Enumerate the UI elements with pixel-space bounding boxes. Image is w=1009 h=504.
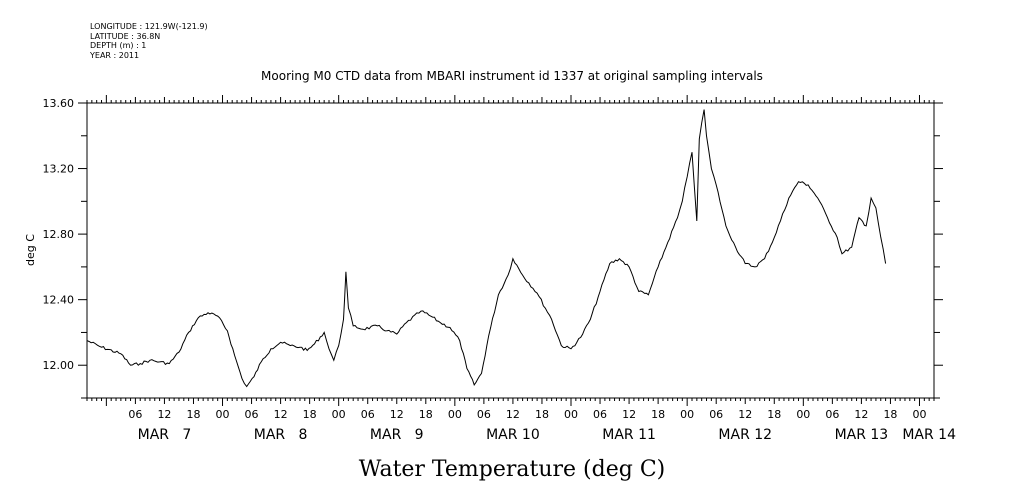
x-hour-label: 00 bbox=[796, 408, 810, 421]
x-hour-label: 18 bbox=[883, 408, 897, 421]
x-hour-label: 00 bbox=[680, 408, 694, 421]
axis-ticks bbox=[78, 95, 943, 406]
x-hour-label: 00 bbox=[332, 408, 346, 421]
temperature-series-line bbox=[86, 109, 887, 388]
metadata-block: LONGITUDE : 121.9W(-121.9) LATITUDE : 36… bbox=[90, 22, 208, 60]
x-hour-label: 00 bbox=[912, 408, 926, 421]
x-hour-label: 18 bbox=[419, 408, 433, 421]
chart-title: Mooring M0 CTD data from MBARI instrumen… bbox=[261, 69, 763, 83]
x-hour-label: 06 bbox=[709, 408, 723, 421]
x-hour-label: 12 bbox=[506, 408, 520, 421]
y-tick-label: 12.40 bbox=[43, 294, 75, 307]
latitude-text: LATITUDE : 36.8N bbox=[90, 31, 161, 41]
x-hour-label: 12 bbox=[854, 408, 868, 421]
x-hour-label: 00 bbox=[216, 408, 230, 421]
longitude-text: LONGITUDE : 121.9W(-121.9) bbox=[90, 22, 208, 31]
x-day-label: MAR 13 bbox=[835, 427, 889, 443]
x-hour-label: 06 bbox=[593, 408, 607, 421]
x-axis-title: Water Temperature (deg C) bbox=[359, 457, 666, 482]
x-hour-label: 18 bbox=[651, 408, 665, 421]
x-hour-label: 12 bbox=[738, 408, 752, 421]
x-hour-label: 06 bbox=[825, 408, 839, 421]
x-day-label: MAR 11 bbox=[602, 427, 656, 443]
x-hour-label: 18 bbox=[535, 408, 549, 421]
y-tick-labels: 12.00 12.40 12.80 13.20 13.60 bbox=[43, 97, 75, 372]
x-day-label: MAR 10 bbox=[486, 427, 540, 443]
year-text: YEAR : 2011 bbox=[90, 50, 140, 60]
x-day-label: MAR 7 bbox=[138, 427, 192, 443]
x-hour-label: 18 bbox=[186, 408, 200, 421]
x-day-label: MAR 9 bbox=[370, 427, 424, 443]
x-hour-label: 18 bbox=[303, 408, 317, 421]
x-hour-label: 00 bbox=[564, 408, 578, 421]
x-tick-labels: 06 12 18 00 06 12 18 00 06 12 18 00 06 12 18 00 06 12 18 00… bbox=[128, 408, 956, 443]
x-hour-label: 18 bbox=[767, 408, 781, 421]
x-hour-label: 12 bbox=[390, 408, 404, 421]
x-hour-label: 12 bbox=[157, 408, 171, 421]
x-hour-label: 06 bbox=[477, 408, 491, 421]
y-tick-label: 13.20 bbox=[43, 163, 75, 176]
x-hour-label: 06 bbox=[361, 408, 375, 421]
y-axis-label: deg C bbox=[24, 234, 37, 266]
x-hour-label: 12 bbox=[622, 408, 636, 421]
x-day-label: MAR 8 bbox=[254, 427, 308, 443]
x-hour-label: 06 bbox=[128, 408, 142, 421]
depth-text: DEPTH (m) : 1 bbox=[90, 41, 147, 50]
y-tick-label: 12.80 bbox=[43, 228, 75, 241]
x-day-label: MAR 12 bbox=[718, 427, 772, 443]
x-day-label: MAR 14 bbox=[902, 427, 956, 443]
x-hour-label: 00 bbox=[448, 408, 462, 421]
y-tick-label: 13.60 bbox=[43, 97, 75, 110]
x-hour-label: 06 bbox=[245, 408, 259, 421]
x-hour-label: 12 bbox=[274, 408, 288, 421]
y-tick-label: 12.00 bbox=[43, 359, 75, 372]
plot-frame bbox=[86, 102, 935, 399]
